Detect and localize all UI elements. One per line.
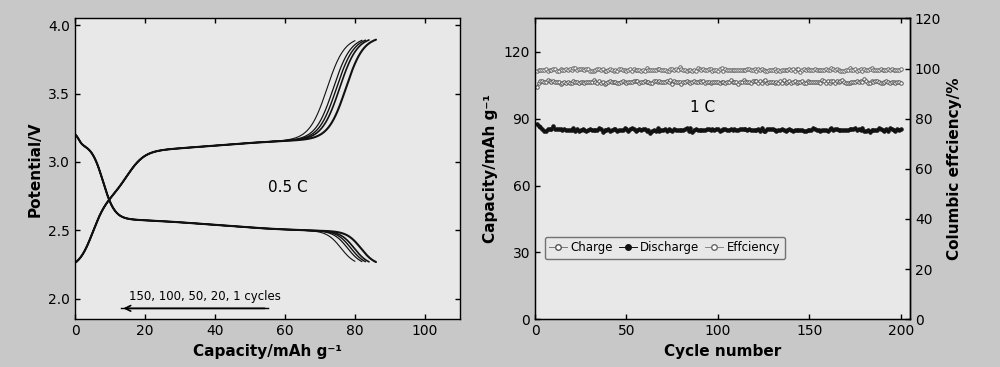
Text: 1 C: 1 C [690,100,716,115]
Discharge [878,128,890,133]
Effciency [628,67,640,72]
Y-axis label: Columbic effciency/%: Columbic effciency/% [947,77,962,260]
Effciency [794,69,806,74]
Charge [895,81,907,85]
Charge [858,77,870,82]
X-axis label: Cycle number: Cycle number [664,344,781,359]
Charge [599,81,611,86]
Y-axis label: Potential/V: Potential/V [28,121,43,217]
Effciency [880,68,892,72]
Discharge [644,131,656,135]
Line: Charge: Charge [535,78,903,89]
Text: 0.5 C: 0.5 C [268,180,307,195]
Charge [866,79,878,84]
Charge [545,80,557,84]
Discharge [628,127,640,131]
Effciency [867,68,879,72]
Line: Discharge: Discharge [535,122,903,134]
Charge [628,79,640,84]
Effciency [531,69,543,73]
Charge [531,85,543,89]
Charge [553,80,565,84]
Discharge [545,127,557,131]
Effciency [545,68,557,72]
Effciency [895,67,907,72]
Discharge [553,127,565,131]
X-axis label: Capacity/mAh g⁻¹: Capacity/mAh g⁻¹ [193,344,342,359]
Discharge [895,127,907,131]
Effciency [553,69,565,73]
Y-axis label: Capacity/mAh g⁻¹: Capacity/mAh g⁻¹ [483,94,498,243]
Effciency [674,65,686,70]
Charge [878,80,890,84]
Discharge [599,127,611,132]
Discharge [531,122,543,126]
Text: 150, 100, 50, 20, 1 cycles: 150, 100, 50, 20, 1 cycles [129,290,280,303]
Discharge [866,128,878,132]
Legend: Charge, Discharge, Effciency: Charge, Discharge, Effciency [545,237,785,259]
Effciency [599,69,611,73]
Line: Effciency: Effciency [535,66,903,73]
